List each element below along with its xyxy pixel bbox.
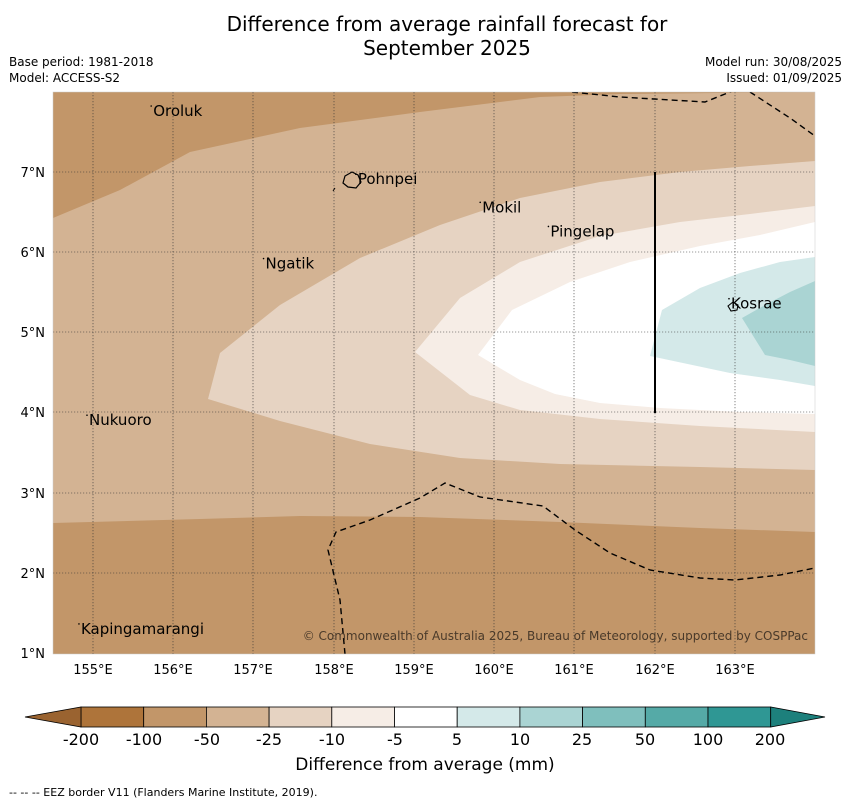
kosrae-island — [727, 301, 739, 312]
y-tick-2n: 2°N — [21, 567, 46, 582]
place-label-pohnpei: Pohnpei — [358, 170, 418, 188]
x-tick-161e: 161°E — [554, 663, 594, 678]
colorbar-extend-high — [770, 706, 826, 728]
colorbar-segment-7 — [519, 706, 584, 728]
cbar-label-plus-5: 5 — [452, 730, 462, 749]
place-label-ngatik: Ngatik — [266, 255, 315, 273]
title-line-1: Difference from average rainfall forecas… — [226, 12, 668, 36]
colorbar-segment-4 — [331, 706, 395, 728]
chart-title: Difference from average rainfall forecas… — [0, 12, 850, 60]
place-label-kapingamarangi: Kapingamarangi — [81, 620, 204, 638]
y-axis-labels: 7°N 6°N 5°N 4°N 3°N 2°N 1°N — [21, 166, 46, 662]
model-run: Model run: 30/08/2025 — [704, 55, 842, 69]
map-area: Oroluk Pohnpei Mokil Pingelap Ngatik Kosrae Nu… — [53, 92, 815, 654]
place-label-pingelap: Pingelap — [550, 222, 614, 240]
x-axis-labels: 155°E 156°E 157°E 158°E 159°E 160°E 161°… — [73, 663, 755, 678]
y-tick-6n: 6°N — [21, 246, 46, 261]
cbar-label-plus-100: 100 — [693, 730, 724, 749]
cbar-label-plus-10: 10 — [510, 730, 530, 749]
x-tick-162e: 162°E — [635, 663, 675, 678]
cbar-label-plus-200: 200 — [755, 730, 786, 749]
copyright-notice: © Commonwealth of Australia 2025, Bureau… — [303, 629, 808, 643]
y-tick-4n: 4°N — [21, 406, 46, 421]
colorbar-labels: -200 -100 -50 -25 -10 -5 5 10 25 50 100 … — [63, 730, 785, 749]
x-tick-155e: 155°E — [73, 663, 113, 678]
place-marker-kapingamarangi — [78, 623, 80, 625]
zone-plus-10 — [742, 281, 815, 366]
colorbar-title: Difference from average (mm) — [295, 755, 555, 775]
colorbar-segment-2 — [205, 706, 270, 728]
map-frame — [52, 91, 816, 655]
x-tick-160e: 160°E — [474, 663, 514, 678]
colorbar-extend-low — [24, 706, 82, 728]
x-tick-158e: 158°E — [314, 663, 354, 678]
colorbar-segment-8 — [582, 706, 646, 728]
y-tick-3n: 3°N — [21, 487, 46, 502]
place-marker-oroluk — [150, 105, 152, 107]
y-tick-7n: 7°N — [21, 166, 46, 181]
place-marker-mokil — [479, 201, 482, 204]
meta-left: Base period: 1981-2018 Model: ACCESS-S2 — [9, 54, 154, 86]
colorbar-segment-10 — [707, 706, 772, 728]
cbar-label-minus-100: -100 — [126, 730, 162, 749]
cbar-label-minus-25: -25 — [256, 730, 282, 749]
colorbar-segment-9 — [644, 706, 709, 728]
pohnpei-island — [342, 171, 362, 189]
eez-borders — [327, 92, 815, 654]
cbar-label-plus-50: 50 — [635, 730, 655, 749]
pohnpei-islet — [332, 187, 336, 192]
place-labels: Oroluk Pohnpei Mokil Pingelap Ngatik Kosrae Nu… — [78, 102, 782, 638]
cbar-label-plus-25: 25 — [572, 730, 592, 749]
base-period: Base period: 1981-2018 — [9, 55, 154, 69]
cbar-label-minus-200: -200 — [63, 730, 99, 749]
place-label-mokil: Mokil — [482, 198, 521, 216]
cbar-label-minus-50: -50 — [194, 730, 220, 749]
place-label-oroluk: Oroluk — [153, 102, 202, 120]
place-marker-nukuoro — [86, 414, 88, 416]
colorbar-segment-1 — [143, 706, 207, 728]
y-tick-5n: 5°N — [21, 326, 46, 341]
colorbar-segment-5 — [394, 706, 458, 728]
y-tick-1n: 1°N — [21, 647, 46, 662]
cbar-label-minus-5: -5 — [387, 730, 403, 749]
model-name: Model: ACCESS-S2 — [9, 71, 121, 85]
place-marker-pohnpei — [355, 173, 357, 176]
colorbar — [24, 706, 826, 728]
cbar-label-minus-10: -10 — [319, 730, 345, 749]
eez-footnote: -- -- -- EEZ border V11 (Flanders Marine… — [9, 786, 318, 799]
place-marker-kosrae — [728, 297, 730, 300]
colorbar-segment-6 — [456, 706, 521, 728]
issued-date: Issued: 01/09/2025 — [726, 71, 842, 85]
colorbar-segment-0 — [80, 706, 145, 728]
x-tick-163e: 163°E — [715, 663, 755, 678]
place-marker-ngatik — [262, 257, 265, 260]
x-tick-156e: 156°E — [153, 663, 193, 678]
place-label-kosrae: Kosrae — [731, 295, 782, 313]
meta-right: Model run: 30/08/2025 Issued: 01/09/2025 — [705, 54, 842, 86]
colorbar-segment-3 — [268, 706, 333, 728]
place-label-nukuoro: Nukuoro — [89, 411, 152, 429]
x-tick-159e: 159°E — [394, 663, 434, 678]
place-marker-pingelap — [547, 225, 550, 228]
x-tick-157e: 157°E — [233, 663, 273, 678]
title-line-2: September 2025 — [363, 36, 531, 60]
